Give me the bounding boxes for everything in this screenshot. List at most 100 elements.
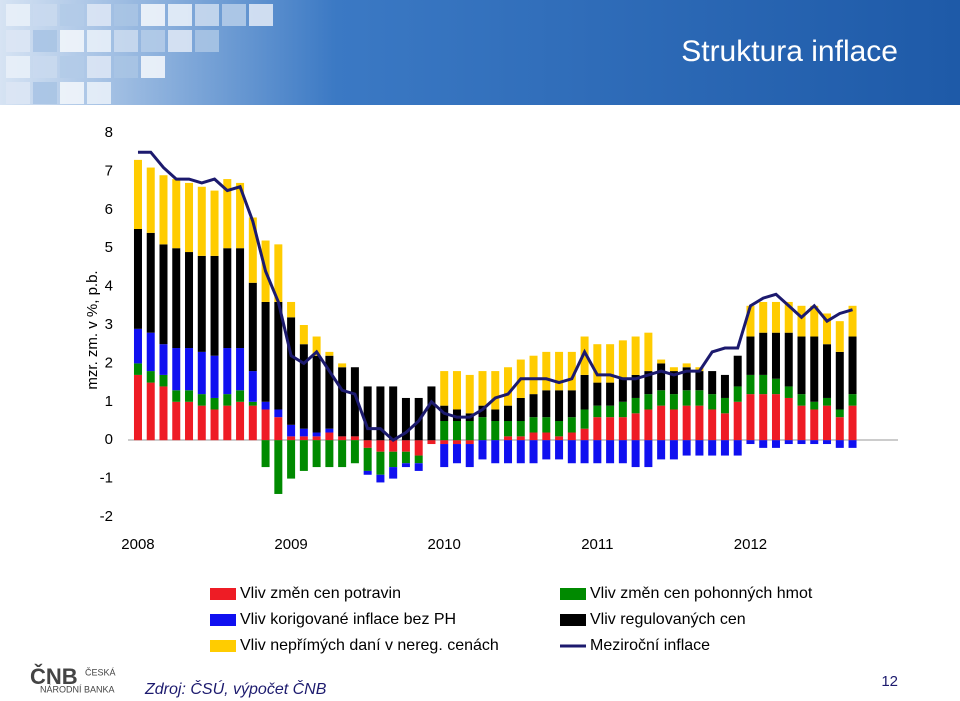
bar xyxy=(223,348,232,395)
header-square xyxy=(60,56,84,78)
bar xyxy=(338,436,347,441)
bar xyxy=(784,397,793,441)
bar xyxy=(465,374,474,414)
page-number: 12 xyxy=(881,673,898,690)
header-square xyxy=(168,4,192,26)
y-tick-label: 2 xyxy=(105,354,113,371)
bar xyxy=(516,436,525,441)
y-tick-label: 7 xyxy=(105,162,113,179)
bar xyxy=(185,182,194,253)
bar xyxy=(504,440,513,464)
header-square xyxy=(33,4,57,26)
bar xyxy=(338,440,347,468)
bar xyxy=(644,440,653,468)
logo: ČNB xyxy=(30,664,78,689)
bar xyxy=(606,405,615,418)
bar xyxy=(452,444,461,464)
bar xyxy=(618,340,627,379)
bar xyxy=(823,313,832,345)
bar xyxy=(644,332,653,372)
bar xyxy=(452,440,461,445)
bar xyxy=(159,344,168,375)
legend-swatch xyxy=(210,588,236,600)
bar xyxy=(720,413,729,441)
bar xyxy=(771,440,780,448)
bar xyxy=(797,440,806,445)
bar xyxy=(146,332,155,372)
bar xyxy=(810,305,819,337)
bar xyxy=(504,367,513,406)
bar xyxy=(261,301,270,402)
bar xyxy=(567,417,576,433)
bar xyxy=(657,405,666,441)
bar xyxy=(159,386,168,441)
bar xyxy=(210,255,219,356)
bar xyxy=(236,182,245,249)
bar xyxy=(478,417,487,441)
bar xyxy=(478,405,487,418)
bar xyxy=(784,386,793,398)
bar xyxy=(644,394,653,410)
bar xyxy=(657,440,666,460)
bar xyxy=(644,409,653,441)
bar xyxy=(312,432,321,437)
legend-label: Vliv korigované inflace bez PH xyxy=(240,611,456,628)
y-tick-label: -1 xyxy=(100,470,113,487)
bar xyxy=(287,436,296,441)
bar xyxy=(146,167,155,233)
bar xyxy=(797,405,806,441)
bar xyxy=(504,405,513,421)
bar xyxy=(312,436,321,441)
bar xyxy=(465,440,474,445)
header-square xyxy=(6,30,30,52)
bar xyxy=(810,440,819,445)
header-square xyxy=(87,56,111,78)
bar xyxy=(478,440,487,460)
y-tick-label: 4 xyxy=(105,278,113,295)
bar xyxy=(682,440,691,456)
bar xyxy=(580,409,589,429)
y-tick-label: -2 xyxy=(100,508,113,525)
bar xyxy=(771,301,780,333)
bar xyxy=(606,382,615,406)
bar xyxy=(261,409,270,441)
slide-title: Struktura inflace xyxy=(681,35,898,68)
bar xyxy=(567,440,576,464)
bar xyxy=(350,367,359,437)
bar xyxy=(223,405,232,441)
bar xyxy=(708,394,717,410)
header-square xyxy=(114,56,138,78)
x-tick-label: 2012 xyxy=(734,536,767,553)
bar xyxy=(389,386,398,441)
bar xyxy=(631,397,640,414)
bar xyxy=(414,440,423,456)
bar xyxy=(325,351,334,356)
legend-label: Vliv regulovaných cen xyxy=(590,611,746,628)
bar xyxy=(669,367,678,372)
bar xyxy=(159,244,168,345)
bar xyxy=(631,374,640,398)
bar xyxy=(746,336,755,375)
bar xyxy=(682,363,691,368)
bar xyxy=(746,305,755,337)
header-square xyxy=(249,4,273,26)
bar xyxy=(708,409,717,441)
bar xyxy=(133,229,142,329)
header-square xyxy=(114,4,138,26)
bar xyxy=(759,332,768,375)
bar xyxy=(427,440,436,445)
bar xyxy=(389,440,398,452)
bar xyxy=(848,305,857,337)
bar xyxy=(606,417,615,441)
header-square xyxy=(6,56,30,78)
bar xyxy=(172,401,181,441)
bar xyxy=(771,332,780,379)
bar xyxy=(823,405,832,441)
header-square xyxy=(87,4,111,26)
bar xyxy=(414,463,423,471)
bar xyxy=(172,248,181,349)
bar xyxy=(223,248,232,349)
bar xyxy=(172,179,181,249)
header-square xyxy=(33,82,57,104)
y-tick-label: 1 xyxy=(105,393,113,410)
